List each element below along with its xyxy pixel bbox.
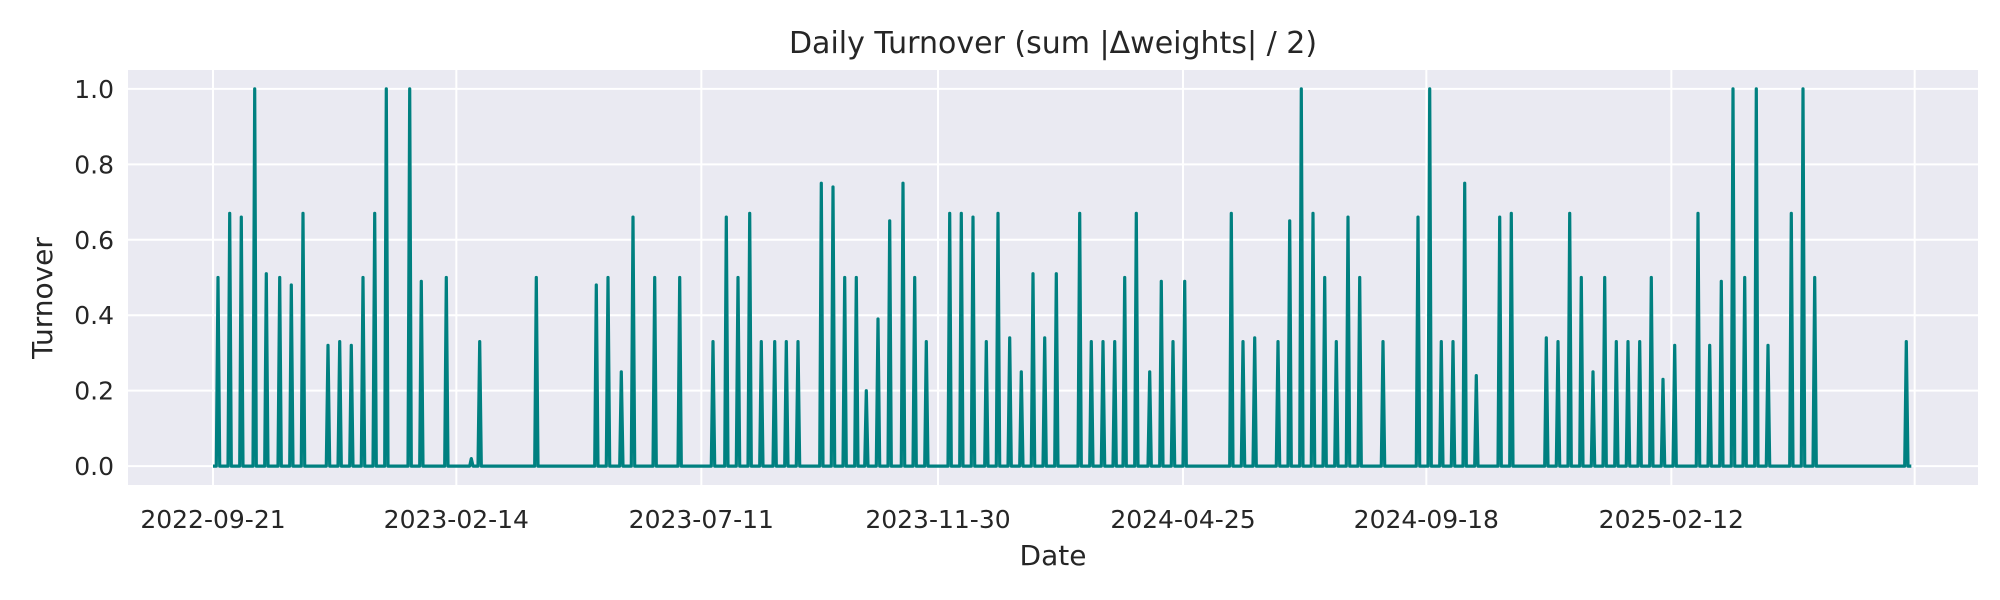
x-tick-label: 2023-07-11 [629, 505, 774, 534]
y-tick-label: 0.4 [74, 301, 114, 330]
plot-background [128, 70, 1978, 485]
plot-area: 0.0 0.2 0.4 0.6 0.8 1.0 2022-09-21 2023-02-14 20… [74, 70, 1978, 534]
chart-title: Daily Turnover (sum |Δweights| / 2) [789, 26, 1317, 61]
turnover-series-line [213, 87, 1912, 468]
x-tick-label: 2025-02-12 [1599, 505, 1744, 534]
y-tick-label: 0.6 [74, 226, 114, 255]
y-tick-label: 0.8 [74, 150, 114, 179]
y-axis-label: Turnover [26, 237, 59, 360]
x-axis-label: Date [1020, 539, 1087, 572]
x-tick-label: 2023-02-14 [384, 505, 529, 534]
y-tick-label: 0.2 [74, 377, 114, 406]
y-tick-label: 1.0 [74, 75, 114, 104]
x-tick-label: 2023-11-30 [865, 505, 1010, 534]
x-tick-label: 2024-09-18 [1354, 505, 1499, 534]
x-tick-label: 2024-04-25 [1110, 505, 1255, 534]
y-tick-label: 0.0 [74, 452, 114, 481]
x-tick-label: 2022-09-21 [140, 505, 285, 534]
